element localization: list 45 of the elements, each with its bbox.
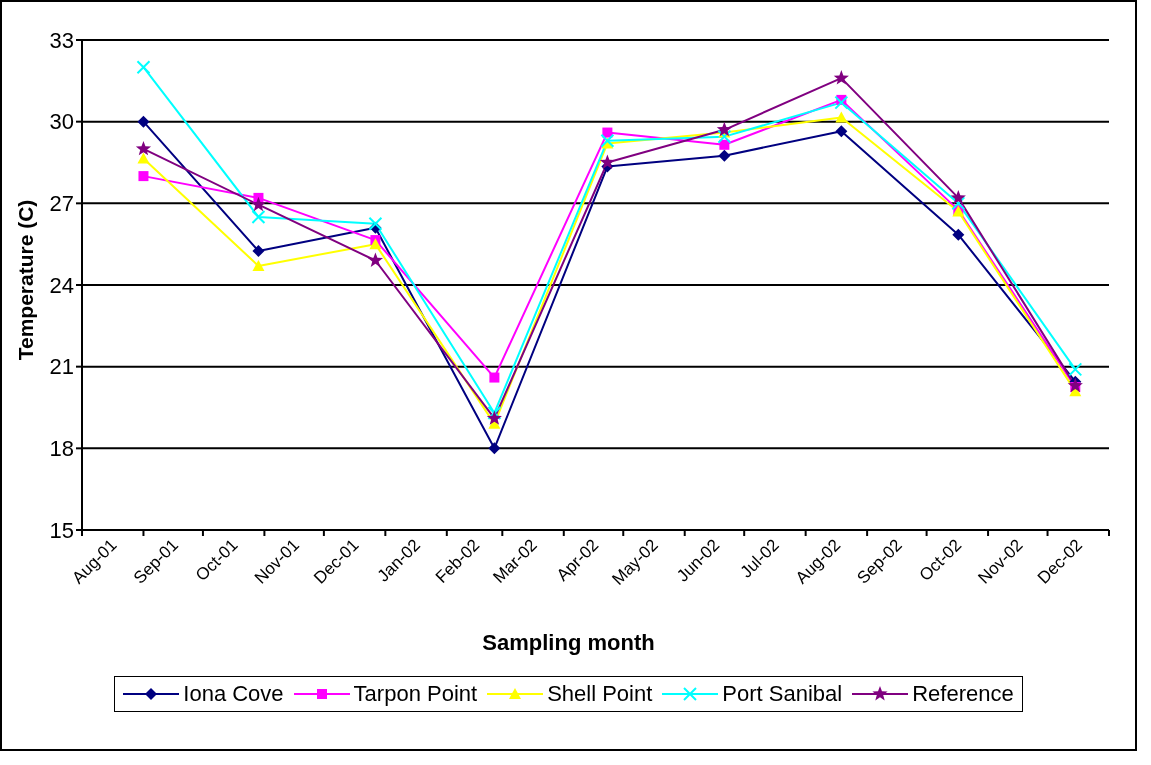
legend-label: Shell Point — [547, 681, 653, 707]
point — [718, 149, 731, 162]
legend-label: Tarpon Point — [353, 681, 478, 707]
point — [1067, 377, 1083, 393]
point — [952, 228, 965, 241]
y-tick-label: 30 — [49, 109, 74, 135]
point — [252, 244, 265, 257]
y-tick-label: 27 — [49, 191, 74, 217]
legend-label: Iona Cove — [183, 681, 284, 707]
point — [835, 125, 848, 138]
x-axis-title: Sampling month — [481, 630, 656, 656]
point — [599, 154, 615, 169]
point — [137, 152, 150, 164]
point — [369, 238, 382, 250]
point — [833, 70, 849, 85]
point — [835, 111, 848, 123]
point — [136, 60, 151, 75]
legend-label: Port Sanibal — [722, 681, 843, 707]
point — [487, 405, 502, 420]
y-tick-label: 18 — [49, 436, 74, 462]
point — [138, 171, 149, 182]
legend-label: Reference — [912, 681, 1014, 707]
point — [489, 372, 500, 383]
point — [950, 189, 966, 205]
point — [600, 133, 615, 148]
point — [137, 115, 150, 128]
point — [951, 196, 966, 211]
point — [834, 95, 849, 110]
point — [719, 139, 730, 150]
point — [251, 209, 266, 224]
point — [488, 442, 501, 455]
point — [368, 216, 383, 231]
y-tick-label: 24 — [49, 272, 74, 298]
point — [717, 129, 732, 144]
y-tick-label: 15 — [49, 517, 74, 543]
y-tick-label: 21 — [49, 354, 74, 380]
point — [1068, 362, 1083, 377]
y-tick-label: 33 — [49, 27, 74, 53]
y-axis-title: Temperature (C) — [14, 199, 38, 361]
point — [250, 196, 267, 212]
point — [486, 410, 502, 425]
point — [135, 140, 152, 156]
point — [367, 252, 384, 267]
point — [716, 121, 732, 137]
point — [252, 259, 265, 271]
